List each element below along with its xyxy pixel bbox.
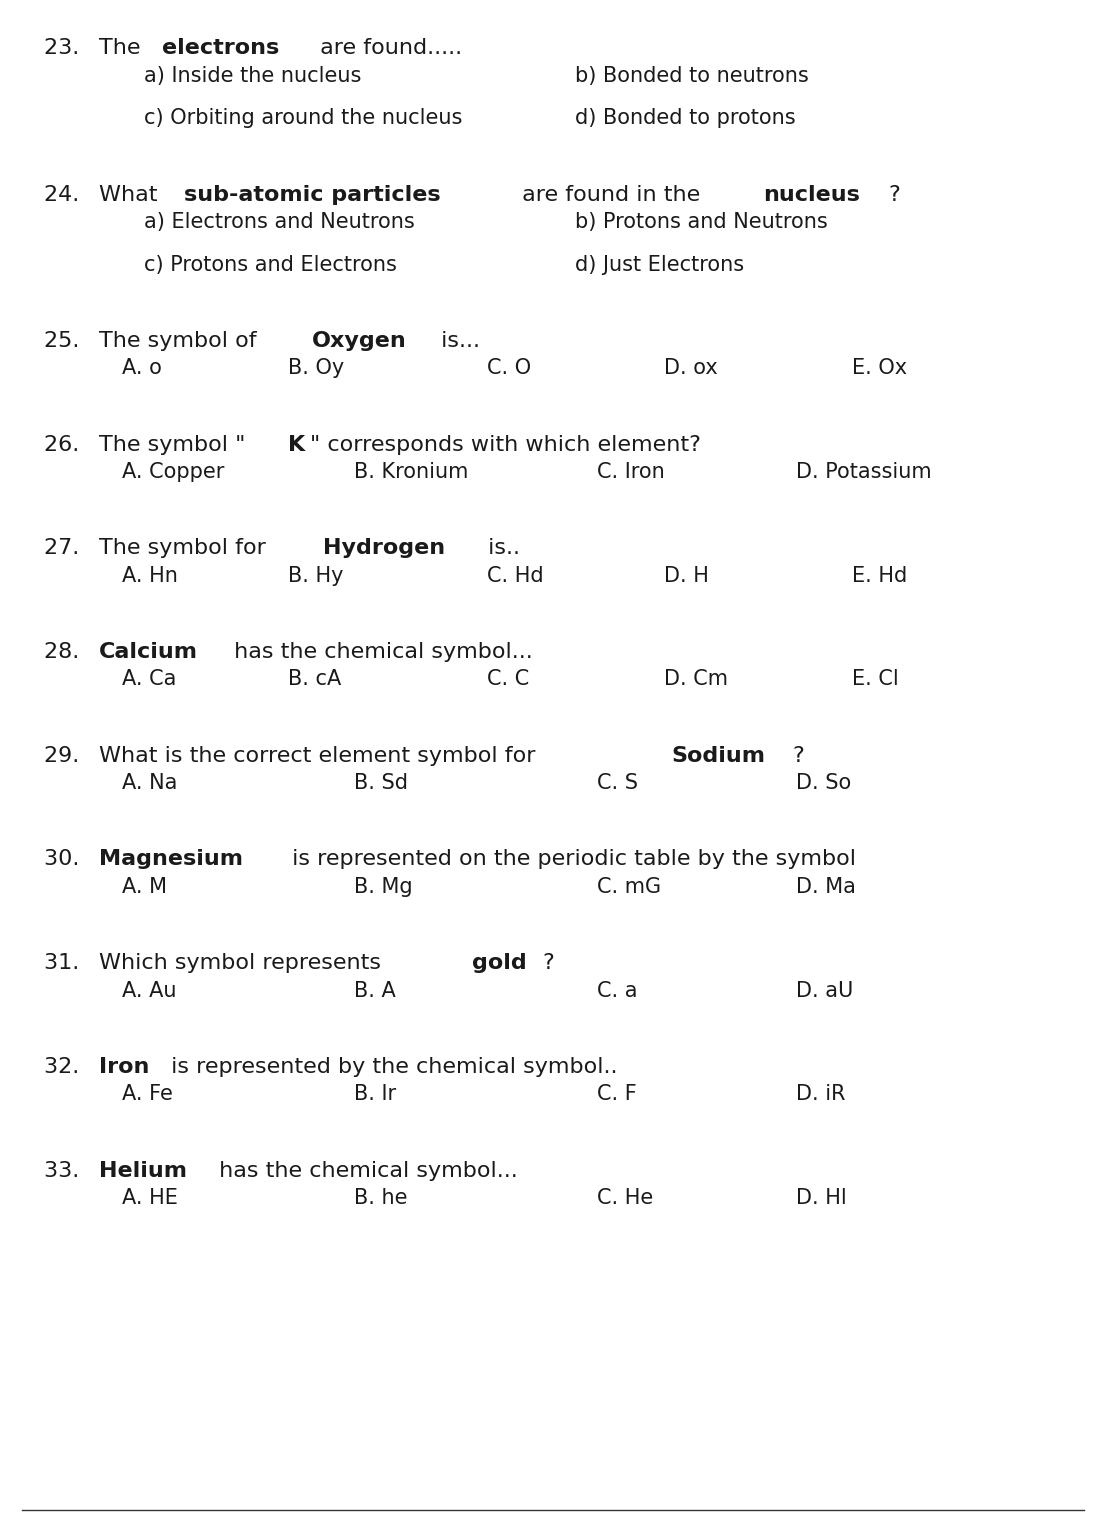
Text: 23.: 23. <box>44 38 86 58</box>
Text: gold: gold <box>472 953 526 973</box>
Text: has the chemical symbol...: has the chemical symbol... <box>227 642 532 662</box>
Text: electrons: electrons <box>161 38 279 58</box>
Text: The symbol for: The symbol for <box>98 538 273 558</box>
Text: has the chemical symbol...: has the chemical symbol... <box>212 1161 519 1180</box>
Text: d) Bonded to protons: d) Bonded to protons <box>575 108 795 128</box>
Text: E. Cl: E. Cl <box>852 669 898 689</box>
Text: B. Hy: B. Hy <box>288 566 343 586</box>
Text: a) Inside the nucleus: a) Inside the nucleus <box>144 66 362 85</box>
Text: 29.: 29. <box>44 746 86 766</box>
Text: B. Oy: B. Oy <box>288 358 344 378</box>
Text: The: The <box>98 38 147 58</box>
Text: B. he: B. he <box>354 1188 407 1208</box>
Text: A. M: A. M <box>122 877 167 897</box>
Text: a) Electrons and Neutrons: a) Electrons and Neutrons <box>144 212 415 232</box>
Text: The symbol ": The symbol " <box>98 435 246 454</box>
Text: 32.: 32. <box>44 1057 86 1077</box>
Text: c) Orbiting around the nucleus: c) Orbiting around the nucleus <box>144 108 462 128</box>
Text: is..: is.. <box>481 538 520 558</box>
Text: C. F: C. F <box>597 1084 637 1104</box>
Text: 24.: 24. <box>44 185 86 204</box>
Text: 33.: 33. <box>44 1161 86 1180</box>
Text: C. Hd: C. Hd <box>487 566 543 586</box>
Text: D. Cm: D. Cm <box>664 669 728 689</box>
Text: K: K <box>288 435 305 454</box>
Text: c) Protons and Electrons: c) Protons and Electrons <box>144 255 397 274</box>
Text: Iron: Iron <box>98 1057 149 1077</box>
Text: C. He: C. He <box>597 1188 654 1208</box>
Text: B. Mg: B. Mg <box>354 877 413 897</box>
Text: nucleus: nucleus <box>763 185 859 204</box>
Text: A. Ca: A. Ca <box>122 669 176 689</box>
Text: C. C: C. C <box>487 669 529 689</box>
Text: ?: ? <box>888 185 899 204</box>
Text: 30.: 30. <box>44 849 86 869</box>
Text: D. iR: D. iR <box>796 1084 846 1104</box>
Text: is...: is... <box>434 331 480 351</box>
Text: What: What <box>98 185 165 204</box>
Text: 25.: 25. <box>44 331 86 351</box>
Text: D. So: D. So <box>796 773 852 793</box>
Text: B. cA: B. cA <box>288 669 341 689</box>
Text: D. aU: D. aU <box>796 981 854 1000</box>
Text: The symbol of: The symbol of <box>100 331 264 351</box>
Text: Magnesium: Magnesium <box>100 849 243 869</box>
Text: Hydrogen: Hydrogen <box>323 538 446 558</box>
Text: are found.....: are found..... <box>313 38 462 58</box>
Text: d) Just Electrons: d) Just Electrons <box>575 255 744 274</box>
Text: A. Fe: A. Fe <box>122 1084 173 1104</box>
Text: B. Sd: B. Sd <box>354 773 408 793</box>
Text: Helium: Helium <box>98 1161 187 1180</box>
Text: B. A: B. A <box>354 981 396 1000</box>
Text: A. Au: A. Au <box>122 981 176 1000</box>
Text: C. a: C. a <box>597 981 638 1000</box>
Text: 31.: 31. <box>44 953 86 973</box>
Text: D. Potassium: D. Potassium <box>796 462 932 482</box>
Text: D. H: D. H <box>664 566 709 586</box>
Text: " corresponds with which element?: " corresponds with which element? <box>310 435 701 454</box>
Text: D. ox: D. ox <box>664 358 718 378</box>
Text: sub-atomic particles: sub-atomic particles <box>184 185 440 204</box>
Text: A. o: A. o <box>122 358 161 378</box>
Text: A. Na: A. Na <box>122 773 177 793</box>
Text: 26.: 26. <box>44 435 86 454</box>
Text: A. Copper: A. Copper <box>122 462 225 482</box>
Text: B. Kronium: B. Kronium <box>354 462 468 482</box>
Text: A. Hn: A. Hn <box>122 566 178 586</box>
Text: B. Ir: B. Ir <box>354 1084 396 1104</box>
Text: is represented by the chemical symbol..: is represented by the chemical symbol.. <box>164 1057 617 1077</box>
Text: Oxygen: Oxygen <box>312 331 406 351</box>
Text: E. Ox: E. Ox <box>852 358 907 378</box>
Text: E. Hd: E. Hd <box>852 566 907 586</box>
Text: C. mG: C. mG <box>597 877 661 897</box>
Text: ?: ? <box>793 746 804 766</box>
Text: Calcium: Calcium <box>98 642 198 662</box>
Text: C. S: C. S <box>597 773 638 793</box>
Text: 27.: 27. <box>44 538 86 558</box>
Text: b) Protons and Neutrons: b) Protons and Neutrons <box>575 212 828 232</box>
Text: D. Ma: D. Ma <box>796 877 856 897</box>
Text: C. O: C. O <box>487 358 531 378</box>
Text: Sodium: Sodium <box>671 746 765 766</box>
Text: Which symbol represents: Which symbol represents <box>98 953 388 973</box>
Text: are found in the: are found in the <box>514 185 707 204</box>
Text: D. Hl: D. Hl <box>796 1188 847 1208</box>
Text: 28.: 28. <box>44 642 86 662</box>
Text: What is the correct element symbol for: What is the correct element symbol for <box>98 746 543 766</box>
Text: ?: ? <box>543 953 554 973</box>
Text: A. HE: A. HE <box>122 1188 178 1208</box>
Text: b) Bonded to neutrons: b) Bonded to neutrons <box>575 66 808 85</box>
Text: is represented on the periodic table by the symbol: is represented on the periodic table by … <box>285 849 856 869</box>
Text: C. Iron: C. Iron <box>597 462 665 482</box>
